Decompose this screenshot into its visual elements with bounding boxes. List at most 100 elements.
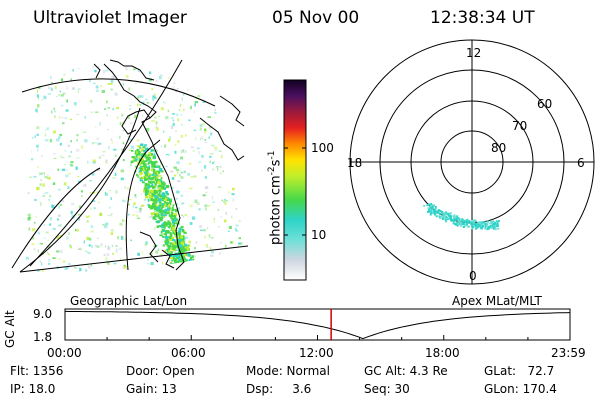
geo-grid [11, 59, 249, 273]
speckle-pixel [163, 101, 166, 104]
aurora-pixel [179, 242, 182, 244]
aurora-pixel [130, 160, 134, 164]
speckle-pixel [210, 237, 214, 239]
speckle-pixel [210, 131, 212, 135]
speckle-pixel [113, 262, 117, 265]
speckle-pixel [48, 259, 51, 262]
speckle-pixel [143, 198, 147, 201]
speckle-pixel [179, 168, 182, 172]
speckle-pixel [211, 196, 213, 200]
speckle-pixel [79, 267, 82, 272]
aurora-pixel [169, 257, 173, 259]
speckle-pixel [122, 129, 125, 132]
aurora-pixel [165, 232, 167, 237]
altitude-xtick-3: 18:00 [425, 346, 460, 360]
speckle-pixel [181, 202, 185, 205]
polar-aurora-pixel [437, 211, 440, 214]
speckle-pixel [66, 99, 68, 103]
aurora-pixel [160, 177, 163, 180]
ip-value: IP: 18.0 [10, 382, 56, 396]
aurora-pixel [148, 180, 151, 184]
speckle-pixel [102, 70, 106, 73]
speckle-pixel [63, 182, 67, 186]
speckle-pixel [28, 215, 30, 217]
speckle-pixel [232, 187, 236, 191]
aurora-pixel [166, 211, 170, 215]
speckle-pixel [50, 87, 53, 92]
speckle-pixel [106, 114, 108, 117]
polar-aurora-pixel [489, 225, 492, 228]
speckle-pixel [60, 94, 64, 97]
aurora-pixel [149, 175, 151, 177]
speckle-pixel [180, 176, 184, 179]
speckle-pixel [181, 123, 183, 126]
aurora-pixel [162, 209, 165, 212]
aurora-pixel [133, 160, 137, 162]
speckle-pixel [67, 155, 72, 158]
polar-aurora-pixel [439, 210, 442, 213]
speckle-pixel [204, 130, 207, 134]
speckle-pixel [52, 238, 55, 240]
polar-aurora-pixel [445, 216, 448, 218]
speckle-pixel [74, 266, 77, 269]
speckle-pixel [102, 151, 106, 153]
polar-aurora-pixel [453, 214, 456, 217]
speckle-pixel [78, 247, 82, 250]
aurora-pixel [144, 177, 147, 180]
speckle-pixel [168, 139, 171, 142]
aurora-pixel [151, 183, 154, 187]
speckle-pixel [69, 118, 72, 121]
aurora-pixel [161, 223, 164, 227]
speckle-pixel [179, 174, 181, 177]
speckle-pixel [65, 174, 69, 178]
speckle-pixel [174, 174, 177, 177]
speckle-pixel [173, 166, 177, 169]
speckle-pixel [147, 182, 150, 185]
aurora-pixel [168, 204, 170, 208]
speckle-pixel [69, 244, 71, 248]
aurora-pixel [169, 200, 172, 204]
speckle-pixel [40, 179, 43, 181]
speckle-pixel [157, 248, 159, 252]
aurora-pixel [145, 195, 149, 199]
speckle-pixel [116, 248, 118, 252]
speckle-pixel [220, 216, 223, 218]
speckle-pixel [49, 138, 52, 143]
polar-aurora-pixel [493, 226, 496, 229]
speckle-pixel [219, 172, 222, 175]
aurora-pixel [173, 245, 176, 249]
speckle-pixel [84, 139, 88, 143]
speckle-pixel [116, 116, 119, 119]
aurora-pixel [175, 261, 178, 265]
speckle-pixel [171, 177, 175, 180]
speckle-pixel [76, 134, 79, 137]
speckle-pixel [213, 218, 216, 220]
polar-aurora-pixel [457, 217, 460, 220]
polar-aurora-pixel [472, 220, 475, 223]
speckle-pixel [125, 67, 129, 71]
speckle-pixel [203, 138, 206, 140]
speckle-pixel [118, 247, 123, 250]
aurora-pixel [180, 242, 185, 245]
speckle-pixel [96, 137, 99, 141]
speckle-pixel [125, 75, 129, 78]
aurora-pixel [171, 228, 173, 231]
speckle-pixel [61, 168, 66, 171]
speckle-pixel [142, 114, 143, 117]
speckle-pixel [36, 126, 40, 130]
speckle-pixel [48, 199, 50, 201]
speckle-pixel [71, 87, 76, 90]
speckle-pixel [123, 266, 127, 269]
speckle-pixel [40, 172, 43, 175]
aurora-pixel [178, 251, 180, 254]
aurora-pixel [171, 218, 175, 221]
speckle-pixel [189, 222, 193, 225]
speckle-pixel [78, 213, 81, 216]
aurora-pixel [152, 200, 155, 204]
instrument-title: Ultraviolet Imager [33, 8, 187, 28]
aurora-pixel [186, 253, 189, 257]
speckle-pixel [149, 252, 153, 255]
speckle-pixel [216, 166, 219, 168]
speckle-pixel [110, 79, 114, 83]
speckle-pixel [64, 267, 68, 270]
